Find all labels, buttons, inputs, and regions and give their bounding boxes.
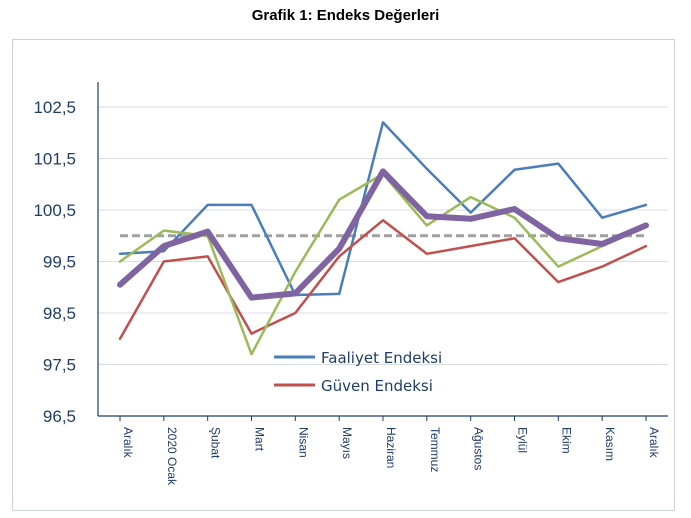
series-line-1 xyxy=(118,121,648,297)
x-tick-label: Mart xyxy=(253,427,267,452)
y-tick-label: 97,5 xyxy=(43,356,76,375)
x-tick-label: Şubat xyxy=(209,427,223,459)
x-tick-label: Eylül xyxy=(516,427,530,453)
x-tick-label: Kasım xyxy=(603,427,617,461)
y-tick-label: 102,5 xyxy=(33,98,76,117)
y-tick-label: 99,5 xyxy=(43,253,76,272)
x-tick-label: Ağustos xyxy=(472,427,486,470)
grid-lines xyxy=(98,106,668,417)
x-tick-label: Nisan xyxy=(296,427,310,458)
y-tick-label: 96,5 xyxy=(43,407,76,426)
legend-label: Faaliyet Endeksi xyxy=(321,349,442,367)
x-tick-label: Ekim xyxy=(559,427,573,454)
y-tick-label: 100,5 xyxy=(33,201,76,220)
x-tick-label: Haziran xyxy=(384,427,398,468)
series-line-4 xyxy=(117,168,649,301)
x-tick-labels: Aralık 2020 Ocak Şubat Mart Nisan Mayıs Hazira… xyxy=(119,416,661,486)
series-lines xyxy=(117,121,649,356)
series-line-2 xyxy=(118,219,648,341)
x-tick-label: 2020 Ocak xyxy=(165,427,179,486)
series-line-3 xyxy=(118,172,648,356)
chart-title: Grafik 1: Endeks Değerleri xyxy=(251,7,440,24)
x-tick-label: Aralık xyxy=(121,427,135,459)
x-tick-label: Temmuz xyxy=(428,427,442,472)
y-tick-label: 101,5 xyxy=(33,150,76,169)
y-tick-label: 98,5 xyxy=(43,304,76,323)
legend-label: Güven Endeksi xyxy=(321,377,433,395)
legend: Faaliyet Endeksi Güven Endeksi xyxy=(274,349,442,395)
x-tick-label: Mayıs xyxy=(340,427,354,459)
x-tick-label: Aralık xyxy=(647,427,661,459)
y-tick-labels: 102,5 101,5 100,5 99,5 98,5 97,5 96,5 xyxy=(33,98,76,426)
